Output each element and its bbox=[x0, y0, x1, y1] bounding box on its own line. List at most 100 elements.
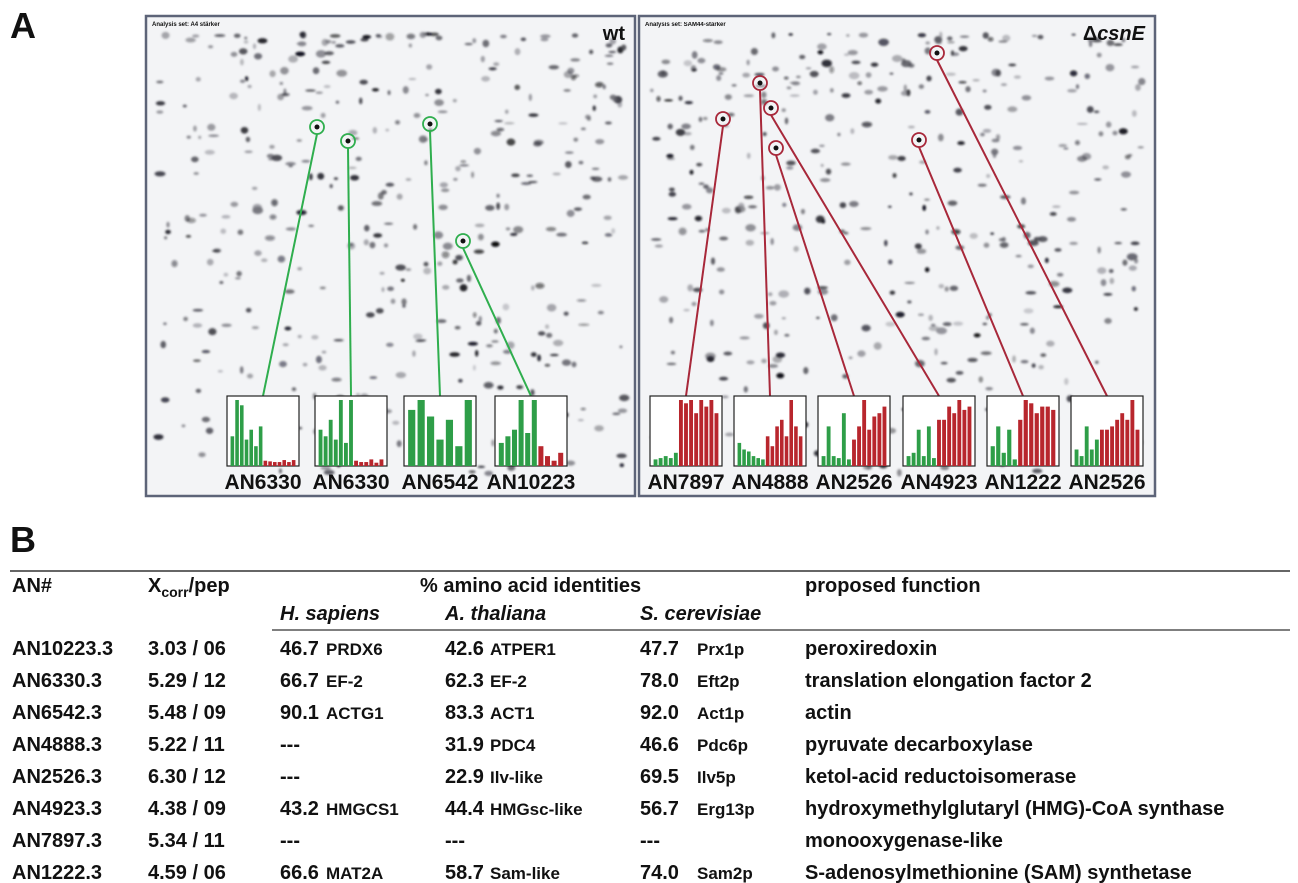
gel-spot bbox=[453, 177, 458, 181]
gel-spot bbox=[716, 75, 722, 81]
gel-spot bbox=[383, 243, 389, 248]
gel-spot bbox=[909, 192, 913, 196]
gel-spot bbox=[240, 58, 244, 66]
column-header: AN# bbox=[12, 575, 52, 597]
inset-bar bbox=[349, 400, 353, 466]
gel-spot bbox=[308, 173, 313, 181]
gel-spot bbox=[698, 116, 703, 123]
inset-bar bbox=[1045, 406, 1050, 466]
identity-pct: --- bbox=[280, 830, 300, 852]
gel-spot bbox=[387, 90, 391, 96]
gel-spot bbox=[511, 173, 520, 178]
gel-spot bbox=[491, 241, 500, 247]
gel-spot bbox=[611, 228, 616, 234]
gel-spot bbox=[545, 226, 557, 232]
gel-spot bbox=[813, 89, 818, 95]
gel-spot bbox=[571, 361, 577, 368]
analysis-set: Analysis set: SAM44-stärker bbox=[645, 22, 726, 28]
gel-spot bbox=[870, 62, 879, 67]
gel-spot bbox=[934, 348, 938, 356]
gel-spot bbox=[784, 117, 789, 125]
gel-spot bbox=[563, 311, 569, 316]
gel-spot bbox=[1095, 360, 1099, 364]
gel-spot bbox=[987, 37, 994, 42]
inset-bar bbox=[857, 426, 862, 466]
inset-bar bbox=[779, 419, 784, 466]
gel-spot bbox=[691, 301, 697, 307]
connector-line bbox=[462, 247, 532, 397]
connector-line bbox=[685, 125, 724, 397]
spot-marker bbox=[752, 75, 768, 91]
gel-spot bbox=[533, 139, 544, 146]
homolog-name: Pdc6p bbox=[697, 736, 748, 755]
gel-spot bbox=[477, 233, 484, 241]
gel-spot bbox=[254, 250, 262, 257]
gel-spot bbox=[841, 93, 851, 98]
gel-spot bbox=[1094, 178, 1102, 181]
gel-spot bbox=[1077, 155, 1088, 162]
gel-spot bbox=[666, 153, 674, 159]
gel-spot bbox=[767, 364, 779, 368]
gel-spot bbox=[773, 184, 781, 191]
gel-spot bbox=[925, 41, 930, 45]
identity-pct: 47.7 bbox=[640, 638, 679, 660]
gel-spot bbox=[578, 160, 584, 165]
spot-marker bbox=[929, 45, 945, 61]
gel-spot bbox=[651, 238, 662, 241]
gel-spot bbox=[621, 44, 627, 51]
gel-spot bbox=[1131, 110, 1137, 117]
inset-bar bbox=[249, 429, 254, 466]
panel-label: A bbox=[10, 5, 36, 46]
gel-spot bbox=[239, 366, 244, 374]
gel-spot bbox=[1102, 165, 1109, 170]
gel-spot bbox=[1027, 264, 1034, 269]
gel-spot bbox=[195, 388, 202, 394]
gel-spot bbox=[594, 425, 604, 432]
gel-spot bbox=[604, 54, 614, 57]
gel-spot bbox=[452, 98, 457, 103]
gel-spot bbox=[789, 94, 800, 97]
gel-spot bbox=[1093, 110, 1100, 114]
gel-spot bbox=[1066, 216, 1077, 222]
inset-chart bbox=[494, 395, 568, 467]
inset-bar bbox=[784, 436, 789, 466]
gel-spot bbox=[718, 289, 725, 295]
inset-bar bbox=[518, 400, 524, 466]
gel-spot bbox=[280, 67, 289, 75]
gel-spot bbox=[982, 32, 989, 39]
gel-spot bbox=[778, 290, 790, 298]
gel-spot bbox=[865, 72, 872, 78]
gel-spot bbox=[982, 128, 992, 133]
gel-spot bbox=[703, 184, 709, 189]
gel-spot bbox=[878, 38, 889, 47]
gel-spot bbox=[698, 182, 705, 185]
gel-spot bbox=[552, 172, 561, 176]
gel-spot bbox=[799, 54, 806, 60]
gel-spot bbox=[528, 93, 533, 102]
inset-bar bbox=[282, 460, 287, 466]
gel-spot bbox=[436, 319, 447, 324]
inset-bar bbox=[328, 419, 333, 466]
gel-spot bbox=[570, 58, 581, 62]
gel-spot bbox=[251, 186, 258, 190]
spot-marker bbox=[763, 100, 779, 116]
gel-spot bbox=[243, 40, 249, 44]
gel-spot bbox=[405, 178, 412, 181]
xcorr: 5.34 / 11 bbox=[148, 830, 225, 852]
inset-bar bbox=[1130, 400, 1135, 466]
gel-spot bbox=[581, 241, 589, 245]
gel-spot bbox=[260, 258, 268, 263]
gel-spot bbox=[678, 95, 683, 101]
gel-spot bbox=[1127, 154, 1133, 157]
gel-spot bbox=[982, 89, 987, 93]
gel-spot bbox=[891, 55, 903, 63]
gel-spot bbox=[401, 298, 407, 306]
gel-spot bbox=[464, 42, 473, 46]
gel-spot bbox=[245, 307, 252, 313]
inset-bar bbox=[464, 400, 472, 466]
gel-spot bbox=[1040, 353, 1047, 357]
gel-spot bbox=[423, 267, 432, 275]
gel-spot bbox=[369, 241, 376, 249]
gel-spot bbox=[875, 98, 882, 104]
inset-bar bbox=[947, 406, 952, 466]
